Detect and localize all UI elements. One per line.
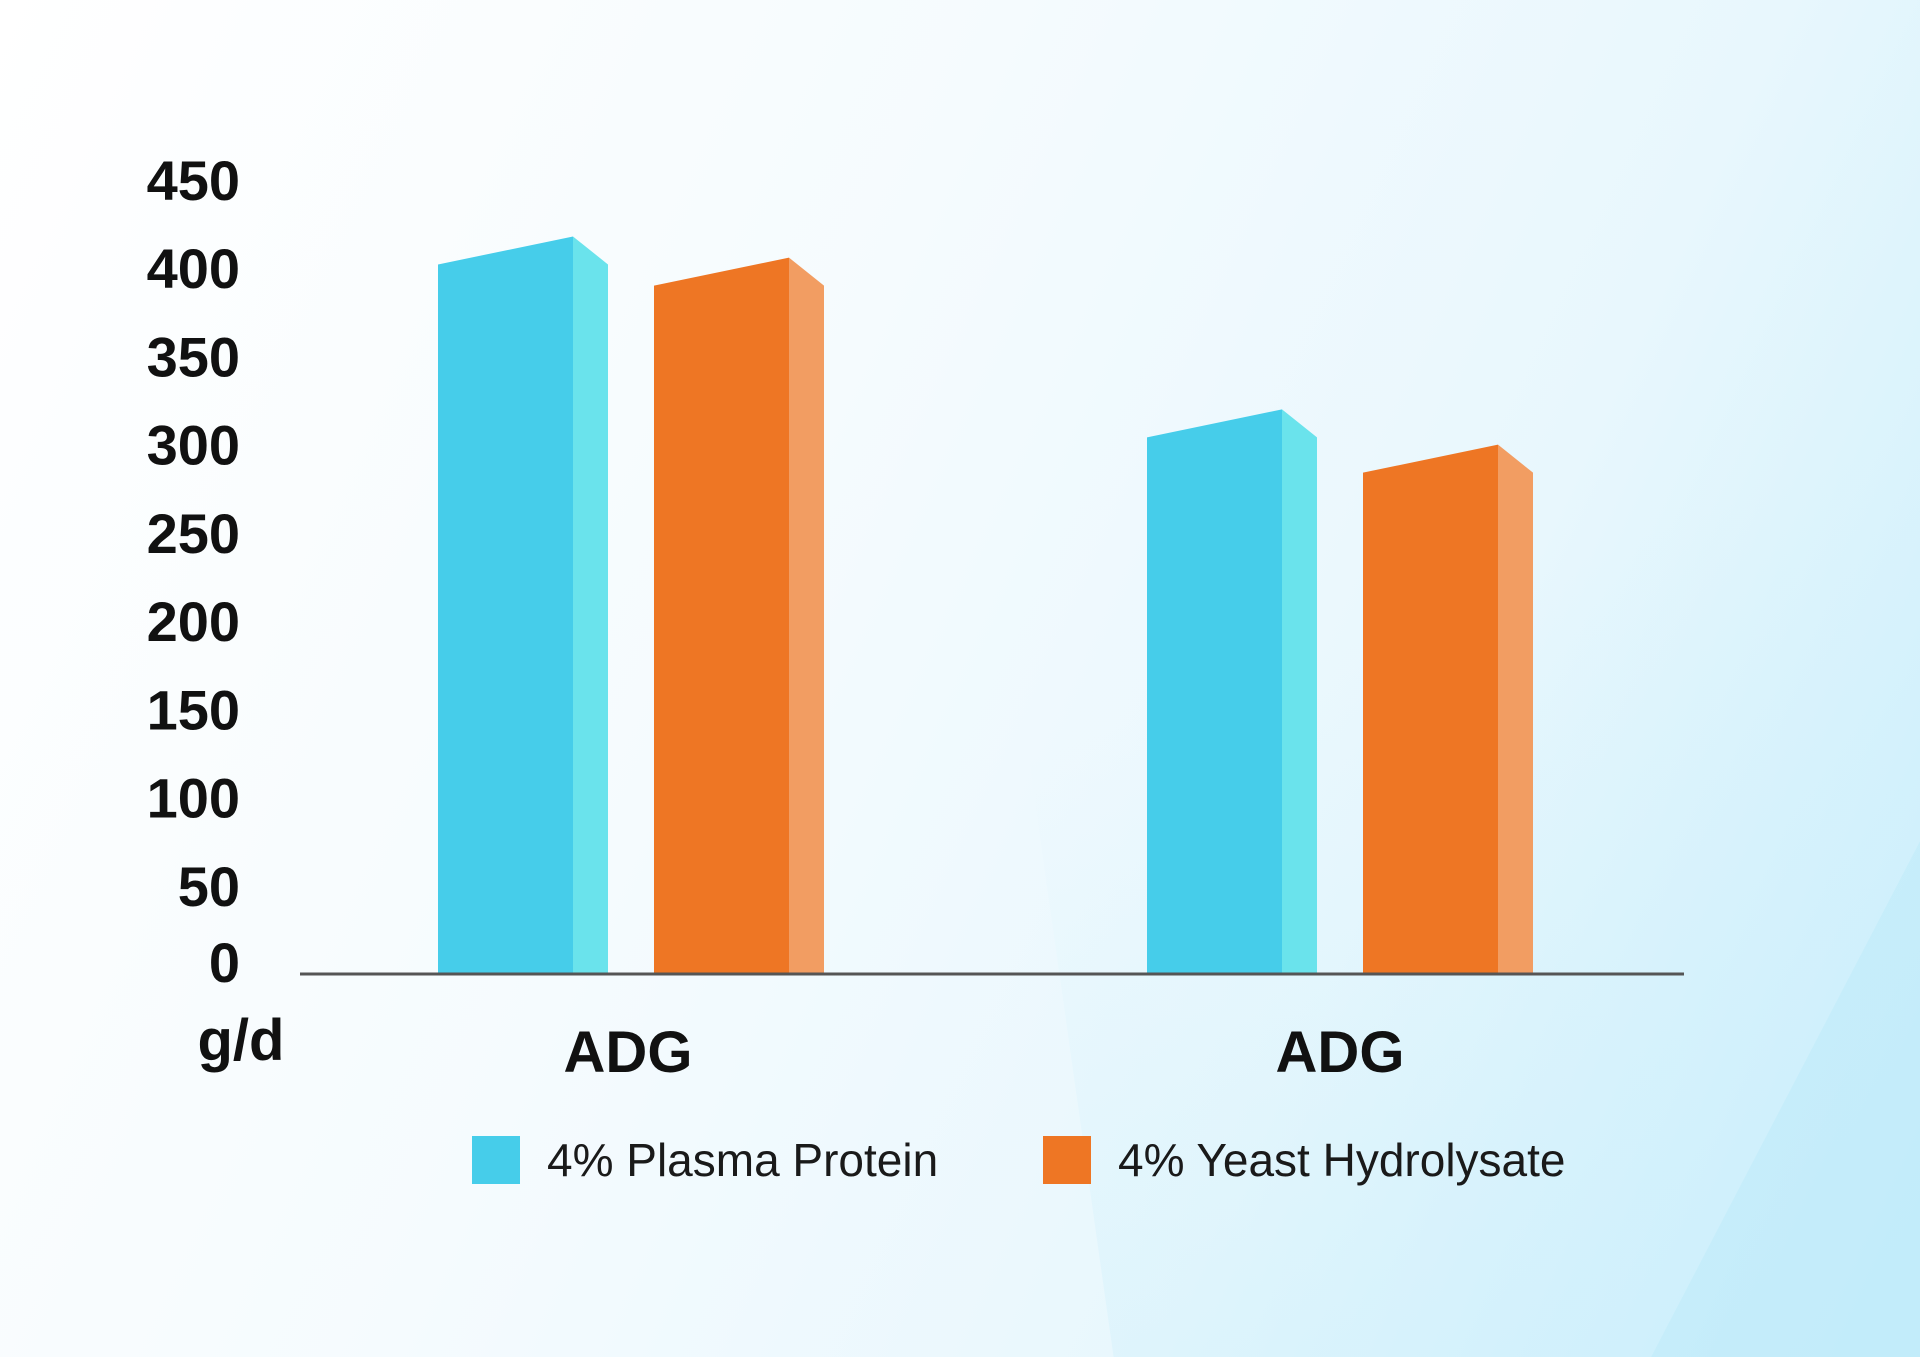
legend-swatch	[1043, 1136, 1091, 1184]
y-axis-ticks: 0 50 100 150 200 250 300 350 400 450	[147, 149, 240, 994]
category-labels: ADG ADG	[564, 1020, 1405, 1085]
bar-side	[573, 236, 608, 974]
y-tick-label: 0	[209, 931, 240, 994]
y-tick-label: 250	[147, 502, 240, 565]
legend-swatch	[472, 1136, 520, 1184]
legend-label: 4% Yeast Hydrolysate	[1118, 1134, 1566, 1186]
y-tick-label: 350	[147, 325, 240, 388]
x-category-label: ADG	[1276, 1020, 1405, 1085]
legend-label: 4% Plasma Protein	[547, 1134, 938, 1186]
bar-side	[1282, 409, 1317, 974]
bar-side	[1498, 444, 1533, 975]
x-category-label: ADG	[564, 1020, 693, 1085]
y-tick-label: 100	[147, 767, 240, 830]
bar-front	[654, 257, 789, 974]
y-tick-label: 50	[178, 855, 240, 918]
bars	[438, 236, 1533, 975]
y-tick-label: 150	[147, 678, 240, 741]
y-axis-unit-label: g/d	[198, 1008, 285, 1073]
y-tick-label: 200	[147, 590, 240, 653]
legend: 4% Plasma Protein 4% Yeast Hydrolysate	[472, 1134, 1566, 1186]
y-tick-label: 450	[147, 149, 240, 212]
bar-side	[789, 257, 824, 974]
y-tick-label: 400	[147, 237, 240, 300]
y-tick-label: 300	[147, 414, 240, 477]
bar-front	[1363, 444, 1498, 975]
bar-front	[1147, 409, 1282, 974]
bar-front	[438, 236, 573, 974]
